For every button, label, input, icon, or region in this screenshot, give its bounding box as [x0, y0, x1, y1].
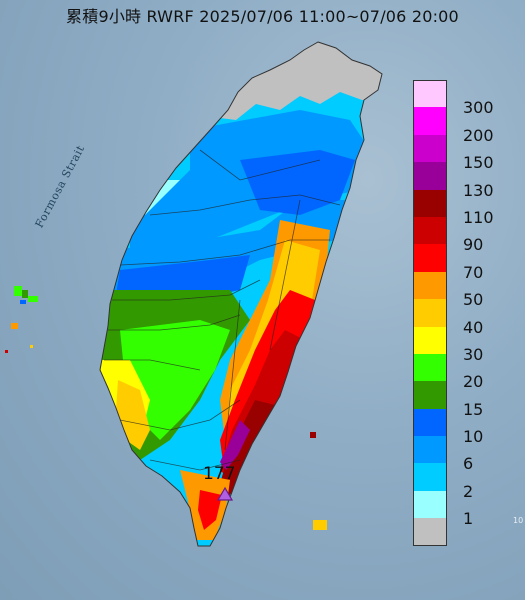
legend-label: 20 [463, 372, 484, 392]
legend-label: 10 [463, 427, 484, 447]
legend-label: 130 [463, 180, 494, 200]
legend-label: 50 [463, 290, 484, 310]
legend-swatch [413, 162, 447, 190]
orchid-island [313, 520, 327, 530]
legend-row: 70 [413, 244, 523, 282]
legend-row: 1 [413, 490, 523, 528]
legend-label: 6 [463, 454, 474, 474]
legend-label: 2 [463, 481, 474, 501]
legend-row: 15 [413, 381, 523, 419]
legend-row: 300 [413, 80, 523, 117]
legend-swatch [413, 134, 447, 163]
legend-swatch [413, 271, 447, 300]
legend-swatch [413, 107, 447, 135]
legend-swatch [413, 381, 447, 409]
legend-swatch [413, 189, 447, 217]
legend-row: 30 [413, 326, 523, 364]
green-island [310, 432, 316, 438]
legend-label: 110 [463, 207, 494, 227]
legend-label: 30 [463, 344, 484, 364]
legend-label: 150 [463, 153, 494, 173]
legend-row: 40 [413, 299, 523, 337]
legend-swatch [413, 518, 447, 546]
legend-row: 6 [413, 436, 523, 473]
legend-label: 15 [463, 399, 484, 419]
legend-label: 90 [463, 235, 484, 255]
legend-label: 300 [463, 98, 494, 118]
legend-swatch [413, 436, 447, 464]
legend-row [413, 518, 523, 546]
county-boundaries [104, 149, 341, 471]
corner-mark: 10 [513, 516, 524, 525]
legend-swatch [413, 244, 447, 272]
map-title: 累積9小時 RWRF 2025/07/06 11:00~07/06 20:00 [66, 7, 459, 26]
legend: 300 200 150 130 110 90 70 50 40 30 20 15 10 6 2 1 [413, 80, 523, 546]
legend-swatch [413, 353, 447, 382]
legend-label: 40 [463, 317, 484, 337]
legend-row: 130 [413, 162, 523, 200]
max-rainfall-marker-icon [216, 486, 234, 501]
legend-label: 70 [463, 262, 484, 282]
legend-swatch [413, 80, 447, 108]
legend-swatch [413, 326, 447, 354]
legend-row: 110 [413, 189, 523, 227]
legend-row: 10 [413, 408, 523, 446]
legend-swatch [413, 299, 447, 327]
legend-row: 50 [413, 271, 523, 309]
legend-label: 200 [463, 125, 494, 145]
legend-row: 150 [413, 134, 523, 172]
legend-swatch [413, 463, 447, 491]
legend-label: 1 [463, 509, 474, 529]
legend-swatch [413, 408, 447, 437]
legend-row: 90 [413, 216, 523, 254]
legend-row: 20 [413, 353, 523, 391]
legend-swatch [413, 216, 447, 245]
max-rainfall-label: 177 [203, 464, 236, 484]
legend-swatch [413, 490, 447, 519]
penghu-islands [5, 286, 38, 353]
legend-row: 200 [413, 107, 523, 145]
legend-row: 2 [413, 463, 523, 501]
